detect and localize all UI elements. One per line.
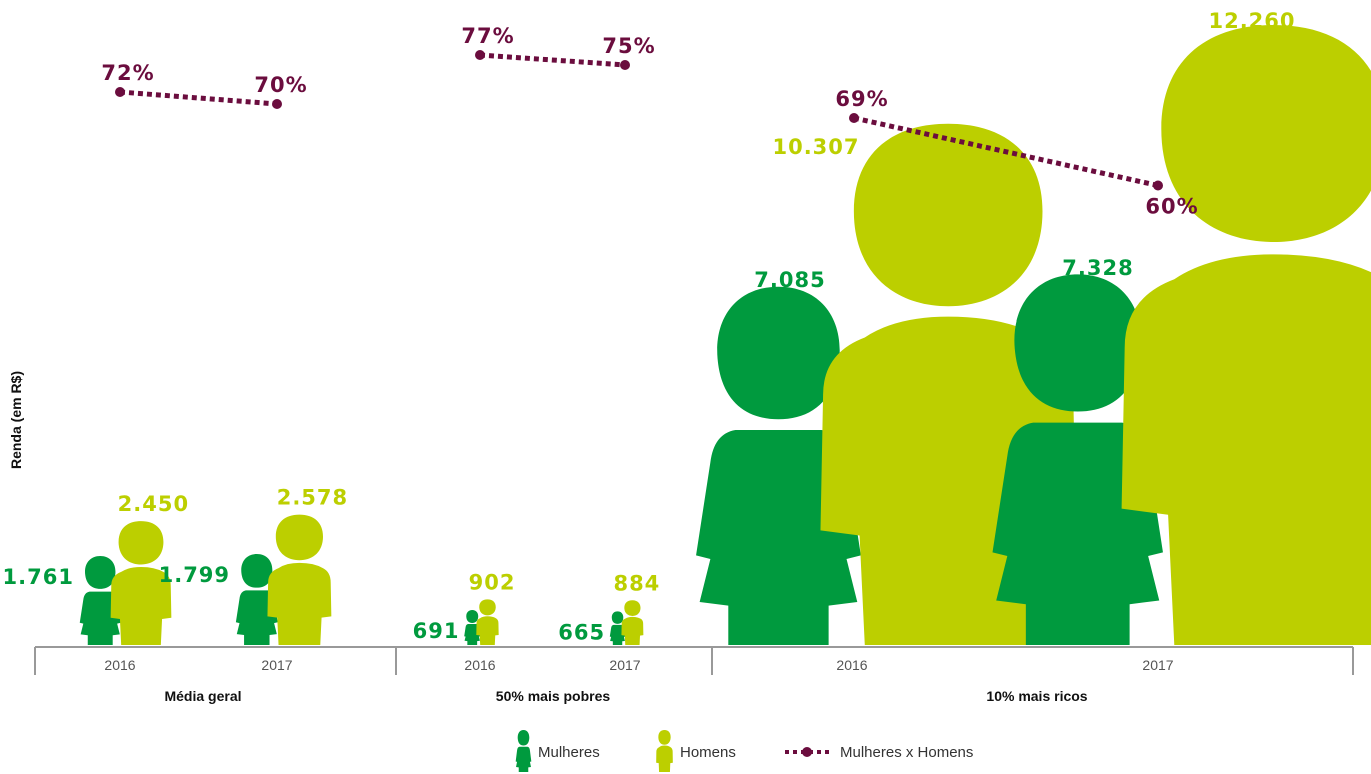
men-figure bbox=[1121, 25, 1371, 645]
men-value-label: 10.307 bbox=[772, 135, 859, 159]
men-figure bbox=[267, 514, 332, 645]
women-icon bbox=[515, 730, 532, 772]
ratio-line bbox=[479, 52, 626, 68]
group-label: 10% mais ricos bbox=[986, 688, 1087, 704]
ratio-legend-dot bbox=[802, 747, 812, 757]
ratio-point bbox=[475, 50, 485, 60]
x-tick-label: 2017 bbox=[1142, 657, 1173, 673]
men-value-label: 902 bbox=[469, 570, 516, 594]
x-tick-label: 2017 bbox=[609, 657, 640, 673]
y-axis-label: Renda (em R$) bbox=[8, 371, 24, 469]
ratio-point bbox=[272, 99, 282, 109]
ratio-point bbox=[1153, 180, 1163, 191]
women-figure bbox=[79, 555, 121, 645]
women-value-label: 7.328 bbox=[1062, 256, 1133, 280]
men-value-label: 884 bbox=[613, 571, 660, 595]
men-value-label: 2.578 bbox=[277, 486, 348, 510]
men-figure bbox=[110, 521, 172, 645]
legend-label-women: Mulheres bbox=[538, 744, 600, 761]
ratio-label: 60% bbox=[1145, 195, 1198, 219]
group-label: Média geral bbox=[164, 688, 241, 704]
ratio-line bbox=[853, 115, 1159, 188]
women-legend-icon bbox=[515, 730, 532, 772]
ratio-point bbox=[115, 87, 125, 97]
women-figure bbox=[235, 554, 278, 645]
men-icon bbox=[656, 730, 673, 772]
group-label: 50% mais pobres bbox=[496, 688, 611, 704]
men-value-label: 2.450 bbox=[118, 492, 189, 516]
ratio-label: 72% bbox=[101, 61, 154, 85]
men-figure bbox=[476, 599, 499, 645]
men-legend-icon bbox=[656, 730, 673, 772]
women-value-label: 665 bbox=[558, 620, 605, 644]
men-value-label: 12.260 bbox=[1208, 9, 1295, 33]
women-figure bbox=[464, 610, 481, 645]
women-figure bbox=[696, 286, 861, 645]
legend-label-ratio: Mulheres x Homens bbox=[840, 744, 973, 761]
women-value-label: 1.761 bbox=[3, 565, 74, 589]
ratio-label: 77% bbox=[461, 24, 514, 48]
women-value-label: 7.085 bbox=[754, 268, 825, 292]
ratio-label: 70% bbox=[254, 73, 307, 97]
x-tick-label: 2017 bbox=[261, 657, 292, 673]
men-figure bbox=[621, 600, 644, 645]
women-figure bbox=[992, 274, 1163, 645]
women-figure bbox=[609, 611, 626, 645]
women-value-label: 1.799 bbox=[159, 563, 230, 587]
women-value-label: 691 bbox=[413, 619, 460, 643]
ratio-point bbox=[620, 60, 630, 70]
ratio-point bbox=[849, 113, 859, 123]
x-tick-label: 2016 bbox=[104, 657, 135, 673]
x-tick-label: 2016 bbox=[464, 657, 495, 673]
x-tick-label: 2016 bbox=[836, 657, 867, 673]
ratio-label: 75% bbox=[602, 34, 655, 58]
legend-label-men: Homens bbox=[680, 744, 736, 761]
ratio-label: 69% bbox=[835, 87, 888, 111]
